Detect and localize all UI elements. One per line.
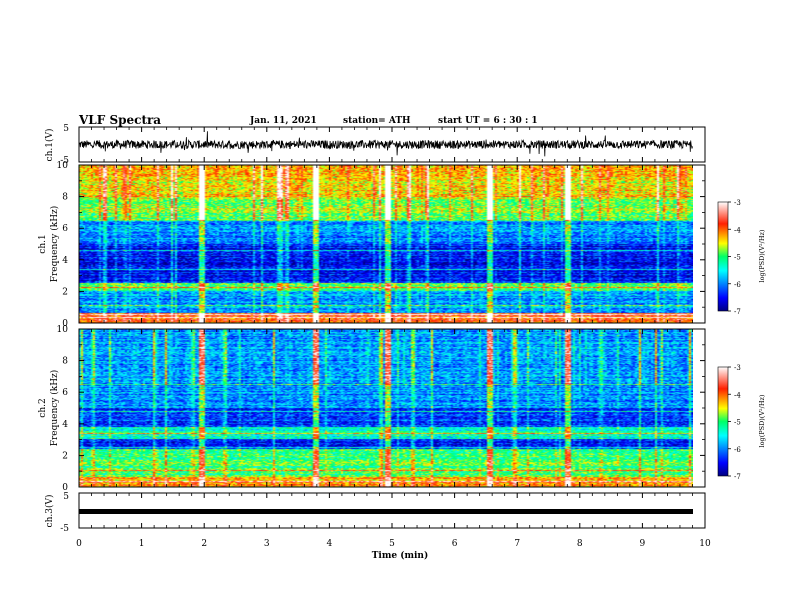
ch1-voltage-ytick-bottom: -5 [60,156,69,166]
panel-ch3-voltage: 5 -5 ch.3(V) 0 1 2 3 4 5 6 7 8 9 10 Time (min) [44,492,711,561]
panel-ch1-spectrogram: 0 2 4 6 8 10 ch.1 Frequency (kHz) [38,161,706,329]
time-tick-label: 0 [76,539,82,549]
colorbar-ch1-tick-label: -5 [734,254,741,262]
ch3-voltage-ytick-bottom: -5 [60,524,69,534]
ch1-voltage-ylabel: ch.1(V) [44,129,55,162]
ch1-spectrogram-ytick-tick-label: 8 [62,193,68,203]
colorbar-ch2-tick-label: -3 [734,364,741,372]
time-tick-label: 5 [389,539,395,549]
ch2-spectrogram-ytick-tick-label: 10 [57,325,69,335]
time-tick-label: 4 [327,539,333,549]
time-tick-label: 8 [577,539,583,549]
ch1-spectrogram-ytick-tick-label: 10 [57,161,69,171]
ch2-spectrogram-ylabel: Frequency (kHz) [49,370,60,447]
colorbar-ch2-scale [717,366,729,477]
time-tick-label: 7 [514,539,520,549]
panel-ch2-spectrogram: 0 2 4 6 8 10 ch.2 Frequency (kHz) [38,325,706,493]
colorbar-ch1: -3 -4 -5 -6 -7 log(PSD)(V²/Hz) [717,199,766,316]
colorbar-ch2-tick-label: -4 [734,391,741,399]
ch1-spectrogram-yticks: 0 2 4 6 8 10 [57,161,705,329]
ch1-spectrogram-ylabel: Frequency (kHz) [49,206,60,283]
colorbar-ch2: -3 -4 -5 -6 -7 log(PSD)(V²/Hz) [717,364,766,481]
colorbar-ch2-ticks: -3 -4 -5 -6 -7 [728,364,741,481]
time-tick-label: 1 [139,539,145,549]
ch2-spectrogram-ytick-tick-label: 6 [62,388,68,398]
time-axis-ticklabels: 0 1 2 3 4 5 6 7 8 9 10 [76,539,711,549]
colorbar-ch2-tick-label: -6 [734,446,741,454]
ch2-spectrogram-yticks: 0 2 4 6 8 10 [57,325,705,493]
time-tick-label: 10 [699,539,711,549]
ch1-spectrogram-ytick-tick-label: 2 [62,287,68,297]
ch2-spectrogram-ytick-tick-label: 2 [62,451,68,461]
ch2-spectrogram-ytick-tick-label: 8 [62,357,68,367]
time-tick-label: 3 [264,539,270,549]
time-axis-label: Time (min) [372,550,429,561]
ch1-spectrogram-image [79,165,693,323]
ch2-spectrogram-ytick-tick-label: 4 [62,420,68,430]
ch1-spectrogram-ytick-tick-label: 4 [62,256,68,266]
ch1-spectrogram-ylabel-channel: ch.1 [38,234,48,253]
date-label: Jan. 11, 2021 [249,116,317,126]
ch1-spectrogram-ytick-tick-label: 6 [62,224,68,234]
ch1-voltage-ytick-top: 5 [63,124,69,134]
colorbar-ch1-ticks: -3 -4 -5 -6 -7 [728,199,741,316]
time-tick-label: 6 [452,539,458,549]
ch2-spectrogram-ytick-tick-label: 0 [62,483,68,493]
panel-ch1-voltage: 5 -5 ch.1(V) [44,124,706,166]
figure-title: VLF Spectra [78,113,161,127]
time-tick-label: 9 [640,539,646,549]
ch3-voltage-ytick-top: 5 [63,492,69,502]
time-tick-label: 2 [201,539,207,549]
colorbar-ch1-tick-label: -3 [734,199,741,207]
start-time-label: start UT = 6 : 30 : 1 [438,116,538,126]
colorbar-ch2-tick-label: -5 [734,419,741,427]
colorbar-ch2-tick-label: -7 [734,473,741,481]
colorbar-ch1-label: log(PSD)(V²/Hz) [758,229,766,282]
colorbar-ch1-tick-label: -7 [734,308,741,316]
colorbar-ch1-tick-label: -4 [734,226,741,234]
ch1-spectrogram-ytick-tick-label: 0 [62,319,68,329]
time-axis-ticks [78,127,706,528]
ch3-voltage-trace [79,509,693,514]
station-label: station= ATH [343,116,411,126]
ch3-voltage-ylabel: ch.3(V) [44,495,55,528]
ch2-spectrogram-image [79,329,693,487]
colorbar-ch1-tick-label: -6 [734,281,741,289]
ch2-spectrogram-ylabel-channel: ch.2 [38,398,48,417]
colorbar-ch2-label: log(PSD)(V²/Hz) [758,394,766,447]
colorbar-ch1-scale [717,201,729,312]
ch1-voltage-trace [78,131,693,157]
